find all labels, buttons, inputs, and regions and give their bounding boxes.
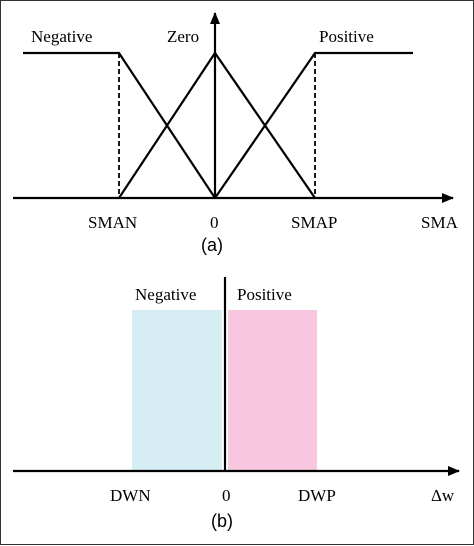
panel-b-caption: (b)	[211, 511, 233, 531]
panel-b-positive-label: Positive	[237, 285, 292, 304]
panel-b-negative-label: Negative	[135, 285, 196, 304]
panel-a-positive-label: Positive	[319, 27, 374, 46]
dwn-tick-label: DWN	[110, 486, 151, 505]
smap-tick-label: SMAP	[291, 213, 337, 232]
sman-tick-label: SMAN	[88, 213, 137, 232]
panel-a-caption: (a)	[201, 235, 223, 255]
panel-a-zero-tick-label: 0	[210, 213, 219, 232]
panel-a-axis-label: SMA	[421, 213, 459, 232]
positive-region	[228, 310, 317, 471]
negative-region	[132, 310, 222, 471]
zero-membership-line	[118, 51, 316, 199]
panel-a: Negative Zero Positive SMAN 0 SMAP SMA (…	[13, 12, 459, 255]
panel-b-zero-tick-label: 0	[222, 486, 231, 505]
positive-membership-line	[214, 51, 413, 199]
panel-b-axis-label: Δw	[431, 486, 455, 505]
panel-a-negative-label: Negative	[31, 27, 92, 46]
panel-b: Negative Positive DWN 0 DWP Δw (b)	[13, 277, 460, 531]
panel-a-zero-label: Zero	[167, 27, 199, 46]
dwp-tick-label: DWP	[298, 486, 336, 505]
